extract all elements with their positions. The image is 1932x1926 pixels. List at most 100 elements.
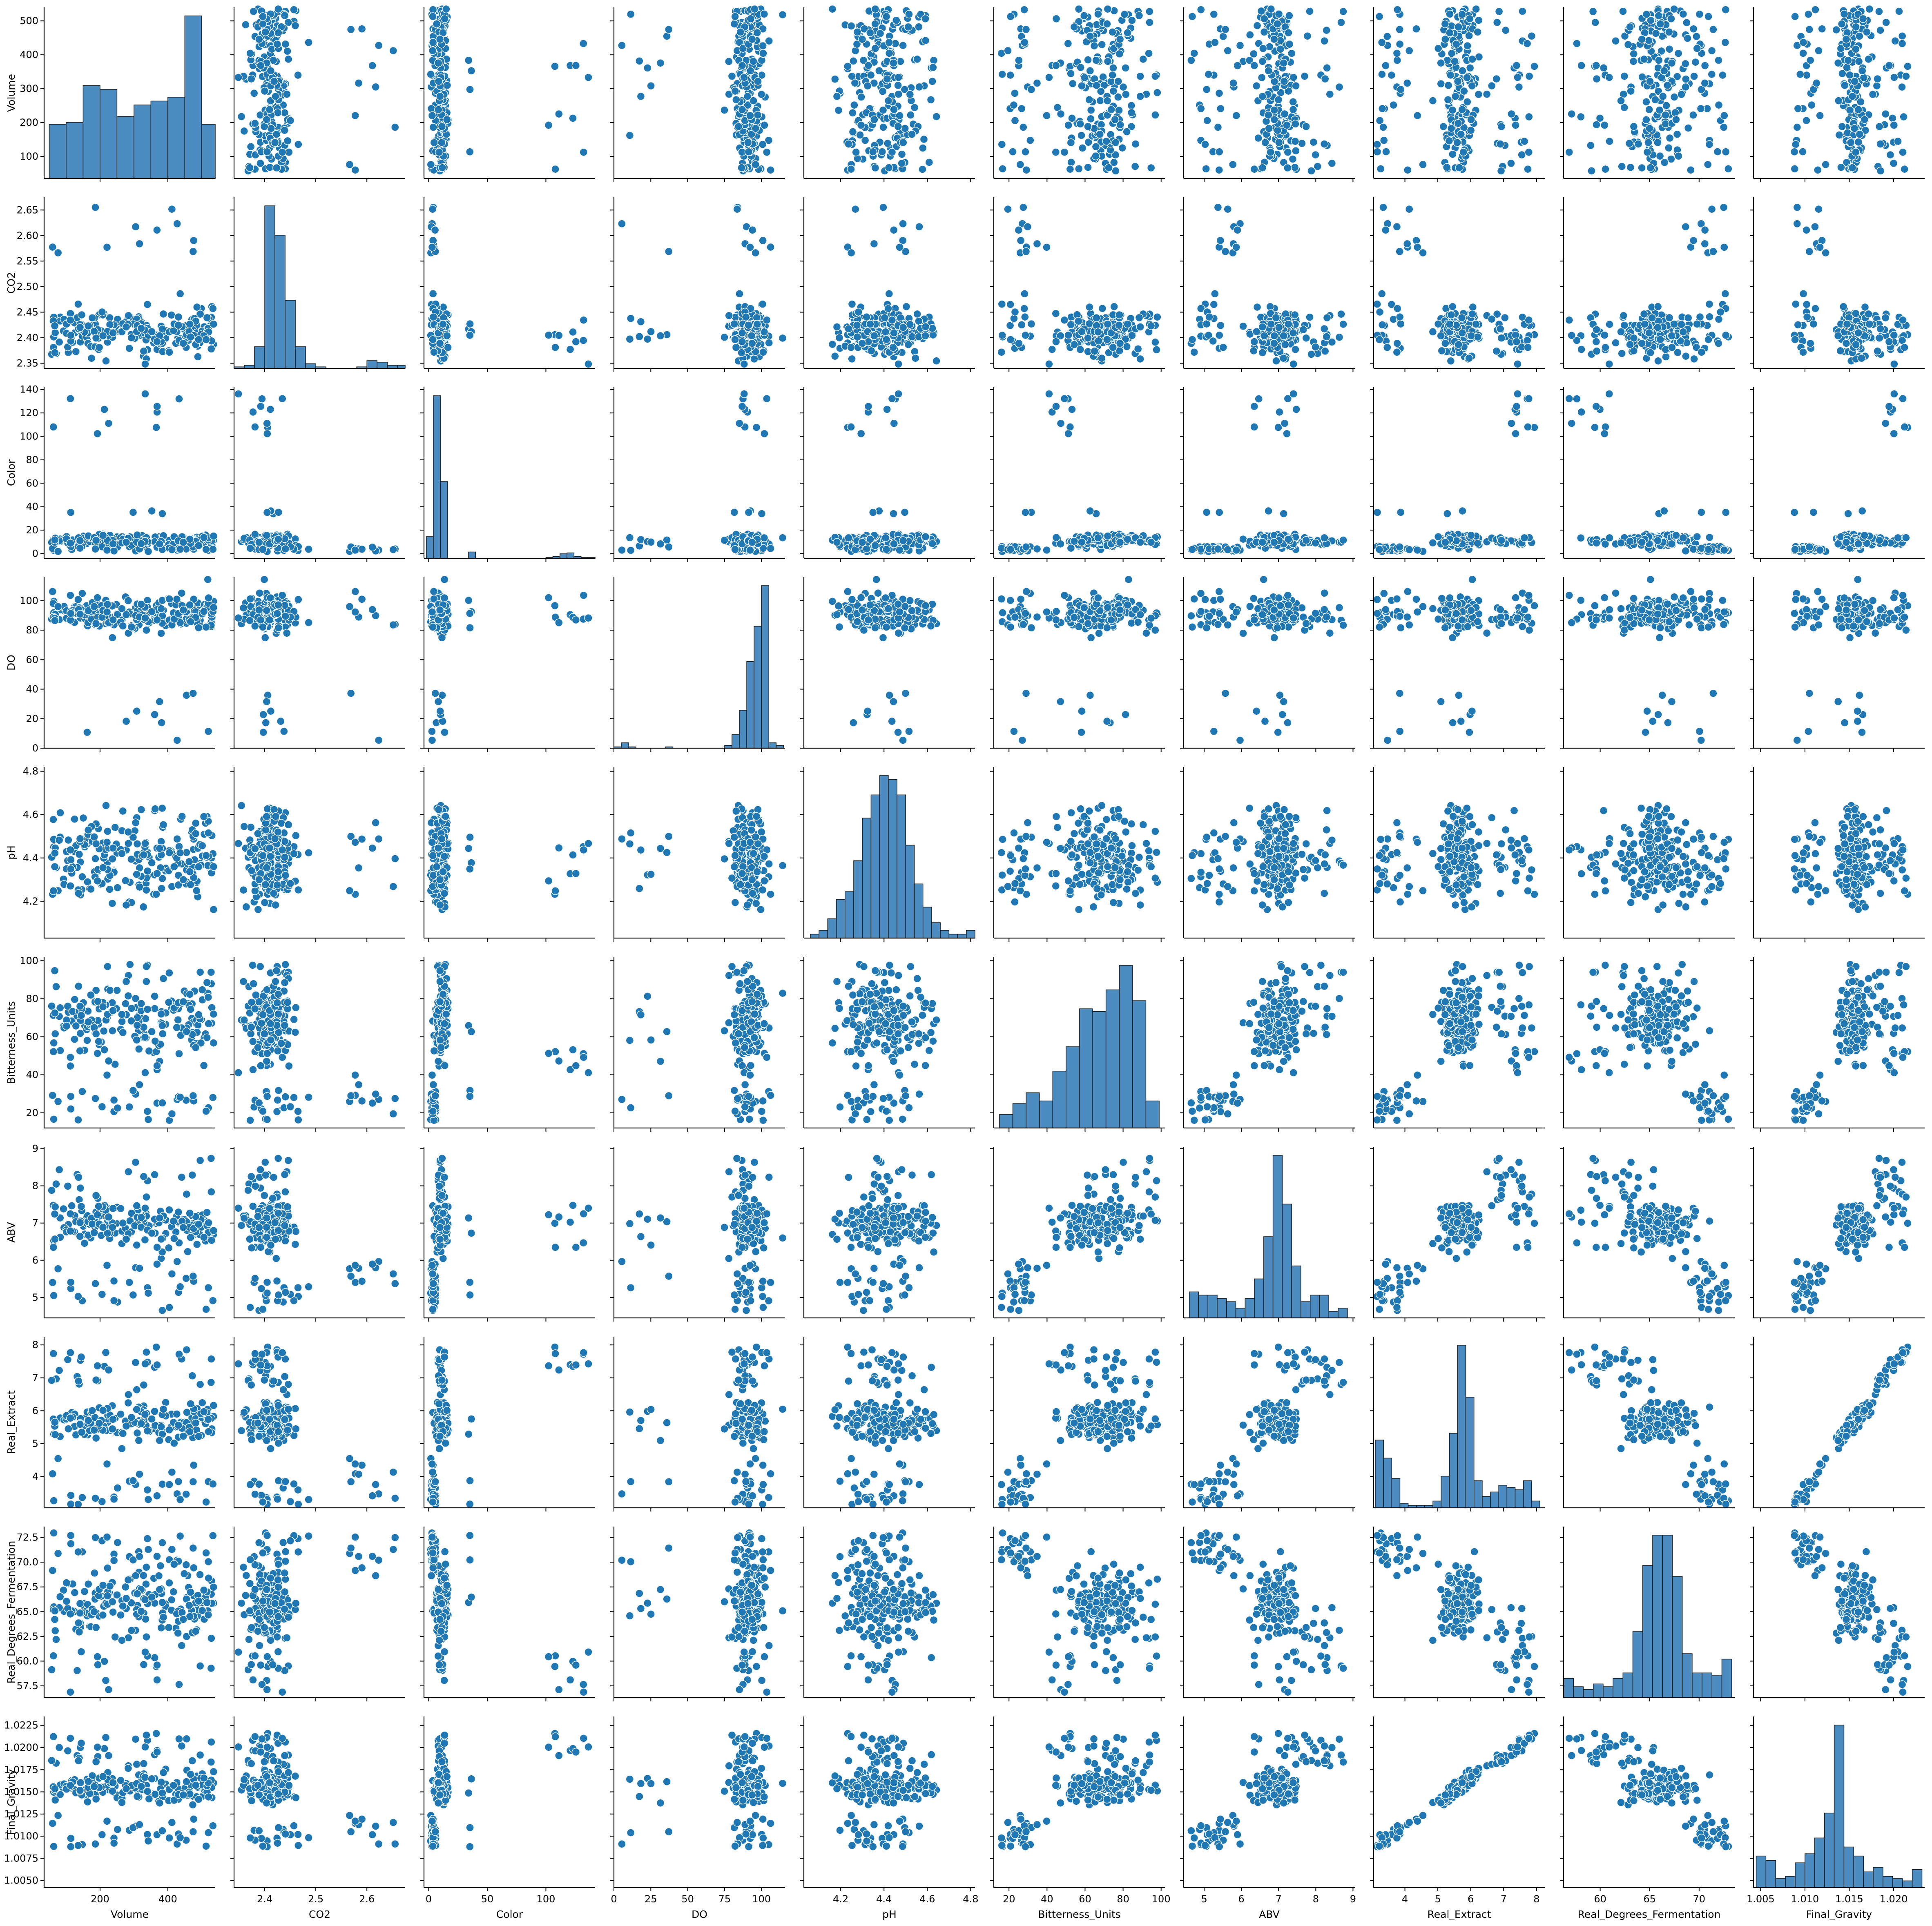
- hist-bar-CO2-14: [377, 362, 387, 368]
- scatter-point-CO2-pH-229: [859, 339, 866, 347]
- hist-bar-Volume-0: [49, 124, 66, 178]
- hist-bar-CO2-4: [275, 235, 285, 368]
- scatter-point-Volume-Real_Degrees_Fermentation-211: [1665, 28, 1673, 36]
- scatter-point-CO2-ABV-178: [1250, 347, 1258, 354]
- scatter-point-CO2-Bitterness_Units-60: [1153, 346, 1160, 354]
- scatter-point-CO2-ABV-222: [1289, 329, 1297, 337]
- scatter-point-Volume-Real_Extract-142: [1526, 72, 1533, 80]
- scatter-point-Volume-ABV-216: [1267, 5, 1275, 13]
- scatter-point-Volume-Real_Extract-195: [1454, 120, 1462, 127]
- scatter-point-Volume-Final_Gravity-155: [1876, 27, 1884, 34]
- scatter-point-Volume-ABV-159: [1267, 148, 1274, 156]
- scatter-point-Volume-Final_Gravity-196: [1851, 125, 1858, 132]
- scatter-point-Volume-Bitterness_Units-41: [1146, 18, 1153, 26]
- scatter-point-Volume-ABV-209: [1275, 10, 1283, 18]
- scatter-point-CO2-Volume-199: [189, 247, 197, 255]
- scatter-point-Volume-Final_Gravity-120: [1837, 163, 1845, 171]
- scatter-point-Volume-Bitterness_Units-182: [1067, 139, 1075, 147]
- hist-bar-Volume-3: [100, 89, 117, 178]
- scatter-point-Volume-Real_Extract-200: [1445, 82, 1452, 89]
- scatter-point-Volume-Real_Extract-166: [1521, 138, 1528, 145]
- scatter-point-Volume-Color-218: [443, 116, 451, 123]
- scatter-point-Volume-Bitterness_Units-107: [1098, 41, 1106, 49]
- scatter-point-Volume-Bitterness_Units-210: [1022, 148, 1029, 156]
- panel-Volume-vs-Real_Extract: [1370, 5, 1545, 182]
- panel-CO2-vs-DO: [610, 197, 787, 372]
- scatter-point-Volume-Real_Degrees_Fermentation-86: [1671, 109, 1679, 116]
- scatter-point-Volume-CO2-157: [294, 140, 302, 148]
- scatter-point-Volume-ABV-175: [1197, 6, 1205, 13]
- scatter-point-Volume-Bitterness_Units-217: [1136, 92, 1144, 100]
- scatter-point-Volume-Final_Gravity-188: [1876, 140, 1884, 148]
- scatter-point-CO2-Volume-48: [167, 311, 175, 319]
- scatter-point-Volume-Real_Degrees_Fermentation-214: [1667, 15, 1675, 22]
- scatter-point-CO2-DO-150: [730, 320, 738, 328]
- scatter-point-Volume-Bitterness_Units-169: [1076, 120, 1084, 128]
- scatter-point-Volume-Real_Extract-157: [1373, 140, 1381, 148]
- scatter-point-Volume-Final_Gravity-218: [1861, 116, 1868, 123]
- scatter-point-Volume-Real_Extract-211: [1474, 28, 1481, 36]
- scatter-point-CO2-pH-218: [870, 332, 878, 340]
- scatter-point-Volume-pH-198: [879, 123, 887, 131]
- y-tick-label-CO2: 2.55: [17, 255, 38, 267]
- scatter-point-CO2-pH-227: [866, 320, 874, 328]
- scatter-point-CO2-ABV-174: [1272, 314, 1280, 321]
- scatter-point-Volume-Final_Gravity-168: [1865, 55, 1872, 63]
- scatter-point-CO2-Bitterness_Units-151: [1015, 226, 1022, 234]
- scatter-point-Volume-Real_Extract-199: [1396, 26, 1403, 33]
- scatter-point-Volume-ABV-71: [1197, 105, 1205, 112]
- scatter-point-CO2-Real_Degrees_Fermentation-215: [1656, 336, 1664, 343]
- scatter-point-CO2-DO-43: [725, 312, 733, 319]
- scatter-point-Volume-CO2-174: [281, 12, 289, 20]
- scatter-point-Volume-ABV-80: [1246, 31, 1254, 39]
- scatter-point-Volume-pH-170: [892, 16, 900, 24]
- scatter-point-Volume-DO-221: [738, 62, 746, 69]
- scatter-point-CO2-Real_Degrees_Fermentation-222: [1645, 329, 1653, 337]
- scatter-point-Volume-Real_Degrees_Fermentation-106: [1626, 140, 1633, 147]
- scatter-point-Volume-ABV-211: [1260, 28, 1268, 36]
- scatter-point-Volume-DO-191: [759, 49, 767, 57]
- scatter-point-Volume-pH-210: [869, 148, 877, 156]
- scatter-point-Volume-ABV-79: [1254, 134, 1262, 142]
- scatter-point-CO2-Bitterness_Units-217: [1136, 323, 1144, 331]
- scatter-point-Volume-DO-226: [740, 74, 748, 81]
- scatter-point-CO2-Color-227: [439, 320, 447, 328]
- scatter-point-CO2-Bitterness_Units-190: [1064, 331, 1072, 339]
- scatter-point-CO2-Real_Extract-189: [1396, 313, 1404, 321]
- scatter-point-Volume-DO-141: [627, 10, 635, 18]
- scatter-point-Volume-ABV-205: [1285, 12, 1293, 20]
- scatter-point-Volume-Final_Gravity-211: [1863, 28, 1871, 36]
- scatter-point-Volume-Real_Extract-99: [1525, 113, 1533, 121]
- scatter-point-Volume-ABV-171: [1187, 56, 1195, 64]
- scatter-point-Volume-DO-30: [637, 92, 645, 100]
- scatter-point-CO2-Real_Extract-193: [1378, 290, 1386, 298]
- scatter-point-Volume-Bitterness_Units-100: [1087, 106, 1095, 114]
- scatter-point-Volume-Real_Degrees_Fermentation-166: [1606, 138, 1613, 145]
- scatter-point-CO2-pH-188: [845, 325, 852, 333]
- scatter-point-Volume-ABV-223: [1275, 139, 1283, 147]
- scatter-point-Volume-Color-200: [443, 82, 451, 89]
- scatter-point-Volume-ABV-162: [1274, 127, 1281, 134]
- scatter-point-Volume-Real_Extract-147: [1444, 96, 1452, 104]
- scatter-point-Volume-CO2-228: [351, 111, 359, 119]
- scatter-point-Volume-DO-222: [738, 106, 746, 114]
- scatter-point-CO2-ABV-143: [1280, 354, 1287, 362]
- scatter-point-CO2-ABV-137: [1291, 311, 1299, 319]
- scatter-point-CO2-Bitterness_Units-71: [1018, 321, 1026, 329]
- scatter-point-CO2-Volume-223: [76, 323, 84, 331]
- scatter-point-Volume-Color-144: [465, 56, 473, 64]
- scatter-point-CO2-Real_Degrees_Fermentation-207: [1626, 341, 1634, 348]
- scatter-point-Volume-Final_Gravity-180: [1803, 117, 1810, 125]
- scatter-point-CO2-Bitterness_Units-193: [1021, 290, 1028, 298]
- scatter-point-Volume-ABV-128: [1205, 70, 1212, 78]
- scatter-point-Volume-Real_Extract-210: [1373, 148, 1381, 156]
- hist-bar-Volume-2: [83, 86, 100, 178]
- scatter-point-CO2-Volume-189: [174, 313, 182, 321]
- scatter-point-Volume-Bitterness_Units-222: [1107, 106, 1115, 114]
- scatter-point-CO2-Volume-129: [54, 249, 62, 257]
- scatter-point-CO2-Volume-187: [190, 236, 198, 244]
- scatter-point-Volume-Real_Degrees_Fermentation-203: [1630, 123, 1638, 130]
- scatter-point-Volume-Color-229: [436, 36, 444, 43]
- scatter-point-Volume-Bitterness_Units-38: [1069, 80, 1077, 87]
- scatter-point-Volume-DO-209: [760, 10, 768, 18]
